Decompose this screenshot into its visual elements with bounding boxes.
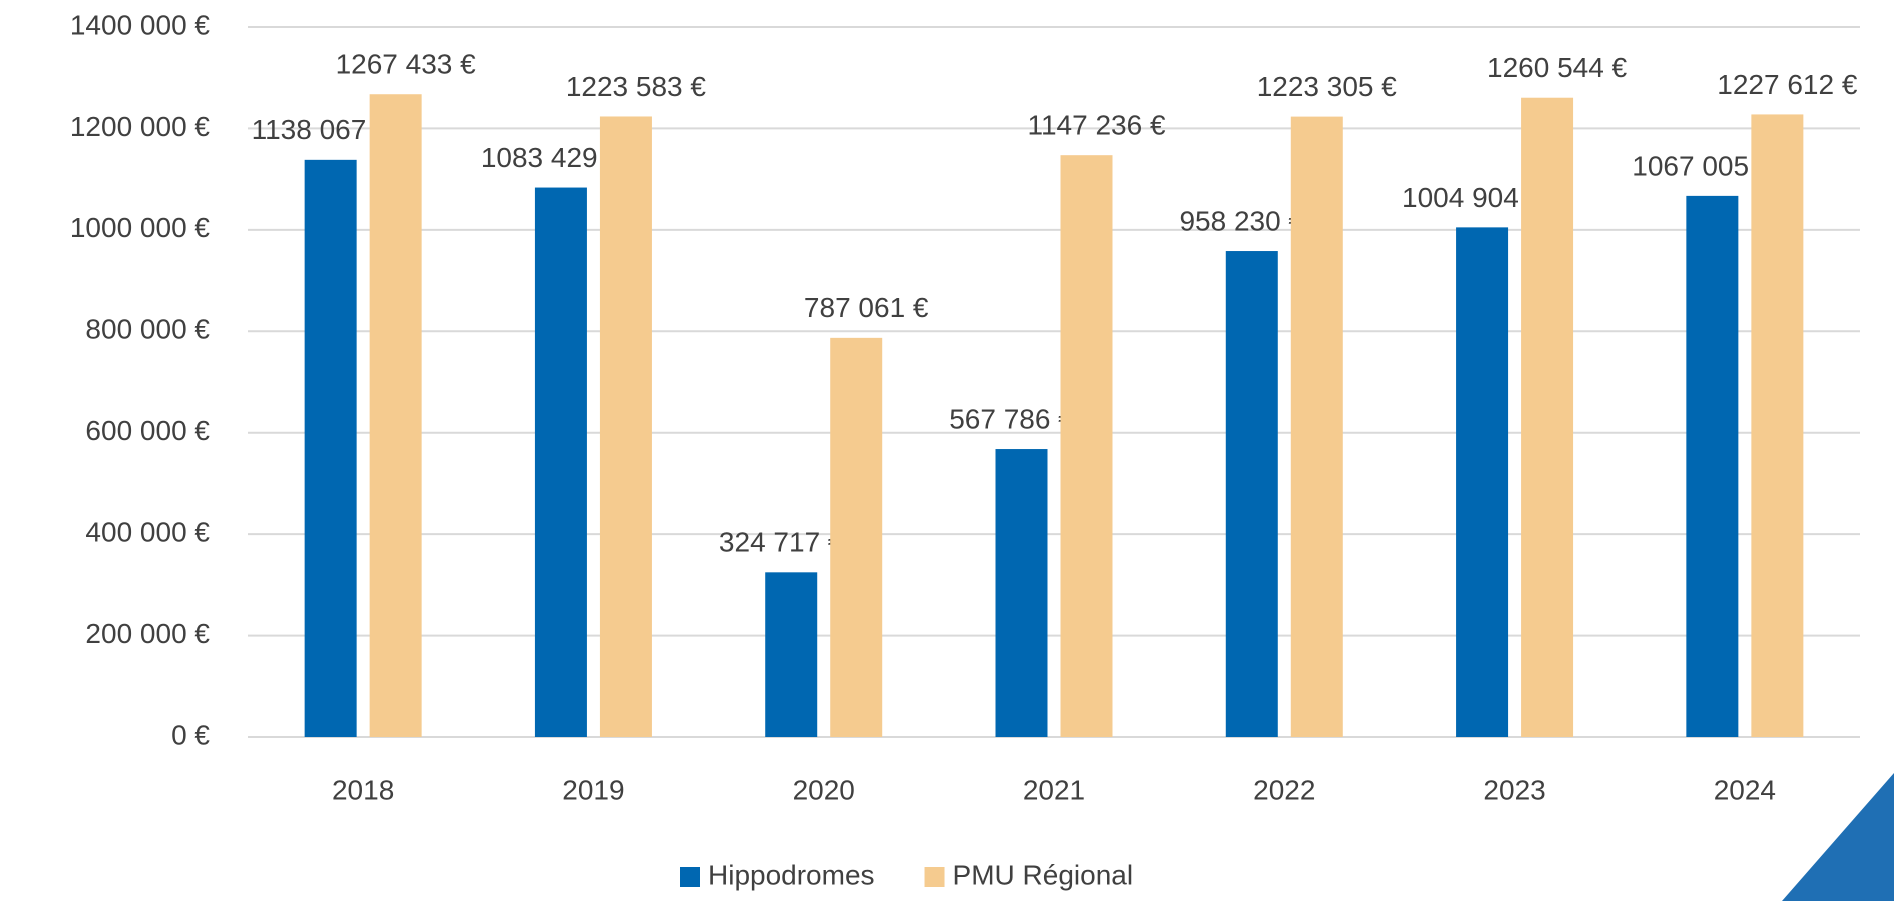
x-tick-label: 2018 [332,774,394,805]
value-label: 1004 904 € [1402,182,1543,213]
value-label: 1223 583 € [566,71,707,102]
value-label: 1083 429 € [481,142,622,173]
y-tick-label: 1200 000 € [70,111,211,142]
bar [1686,195,1739,737]
value-label: 1147 236 € [1027,110,1165,141]
value-label: 787 061 € [804,292,929,323]
corner-decoration [1782,773,1894,901]
bar [534,187,587,737]
value-label: 958 230 € [1179,205,1304,236]
value-label: 1267 433 € [336,49,477,80]
x-tick-label: 2021 [1023,774,1085,805]
y-tick-label: 200 000 € [85,618,210,649]
value-label: 324 717 € [719,527,844,558]
y-tick-label: 0 € [171,719,210,750]
y-tick-label: 800 000 € [85,314,210,345]
x-tick-label: 2019 [562,774,624,805]
legend-label: Hippodromes [708,859,875,890]
value-label: 1138 067 € [252,114,390,145]
legend-swatch [924,867,945,887]
y-tick-label: 1000 000 € [70,212,211,243]
legend-swatch [680,867,700,887]
bar [765,572,818,737]
x-tick-label: 2024 [1714,774,1776,805]
bar [830,337,883,737]
bar [599,116,652,737]
value-label: 567 786 € [949,403,1074,434]
x-tick-label: 2022 [1253,774,1315,805]
value-label: 1067 005 € [1632,150,1773,181]
value-label: 1223 305 € [1257,71,1398,102]
bar [1290,116,1343,737]
bar [995,449,1048,737]
bar [1456,227,1509,737]
value-label: 1227 612 € [1717,69,1858,100]
y-tick-label: 600 000 € [85,415,210,446]
bar [1521,97,1574,737]
bar [369,94,422,737]
bar [1225,251,1278,737]
bar [304,159,357,737]
y-tick-label: 1400 000 € [70,9,211,40]
value-label: 1260 544 € [1487,52,1628,83]
x-tick-label: 2023 [1483,774,1545,805]
bar [1060,155,1113,738]
y-tick-label: 400 000 € [85,517,210,548]
x-tick-label: 2020 [793,774,855,805]
bar [1751,114,1804,737]
legend-label: PMU Régional [953,859,1134,890]
